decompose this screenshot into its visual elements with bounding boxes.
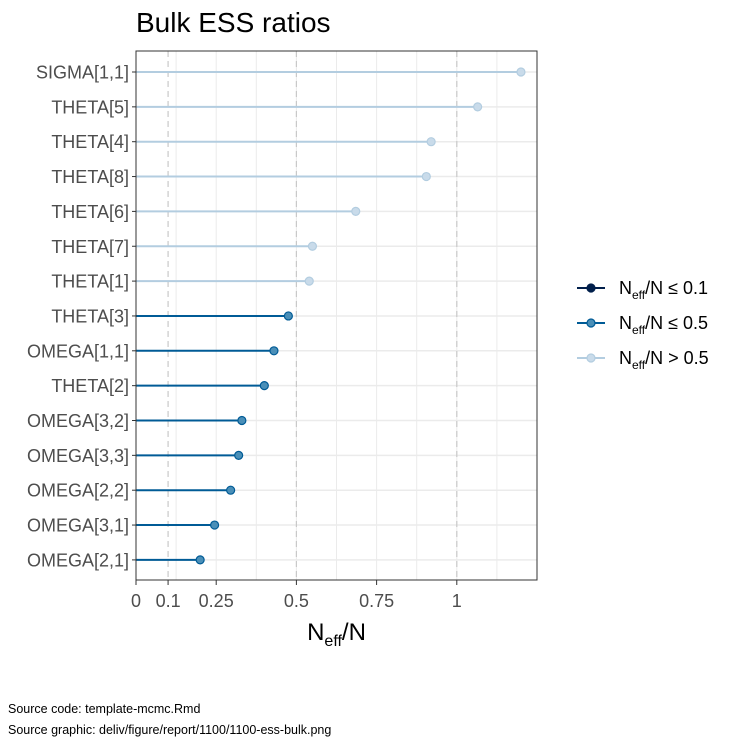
legend-label-subscript: eff	[632, 358, 646, 372]
legend-label-subscript: eff	[632, 288, 646, 302]
y-tick-label: OMEGA[1,1]	[27, 341, 129, 361]
y-tick-label: OMEGA[3,3]	[27, 446, 129, 466]
point-omega-3-1	[209, 520, 220, 530]
point-theta-4	[426, 137, 436, 147]
x-tick-label: 0.75	[359, 591, 394, 611]
point-theta-5	[473, 102, 483, 112]
y-tick-label: THETA[2]	[51, 376, 129, 396]
y-tick-label: THETA[5]	[51, 97, 129, 117]
point-omega-2-1	[195, 555, 205, 565]
y-tick-label: OMEGA[3,2]	[27, 411, 129, 431]
point-theta-1	[304, 276, 314, 286]
x-axis-title-tail: /N	[342, 619, 366, 646]
legend-key-point-low	[586, 283, 596, 293]
point-sigma-1-1	[516, 67, 526, 77]
x-tick-label: 0.5	[284, 591, 309, 611]
x-axis-title-subscript: eff	[324, 633, 342, 650]
legend-label-low: Neff/N ≤ 0.1	[619, 278, 708, 302]
x-tick-label: 0.25	[199, 591, 234, 611]
point-theta-2	[259, 381, 269, 391]
legend-label-tail: /N > 0.5	[645, 348, 709, 368]
x-axis-title-base: N	[307, 619, 324, 646]
y-tick-label: THETA[6]	[51, 202, 129, 222]
y-tick-label: SIGMA[1,1]	[36, 63, 129, 83]
y-tick-label: THETA[4]	[51, 132, 129, 152]
y-tick-label: THETA[7]	[51, 237, 129, 257]
source-code-note: Source code: template-mcmc.Rmd	[8, 702, 201, 716]
data-marks	[136, 67, 526, 565]
legend-label-high: Neff/N > 0.5	[619, 348, 709, 372]
legend-label-base: N	[619, 348, 632, 368]
y-tick-label: OMEGA[2,1]	[27, 550, 129, 570]
y-tick-label: THETA[1]	[51, 272, 129, 292]
legend-label-mid: Neff/N ≤ 0.5	[619, 313, 708, 337]
y-tick-label: THETA[3]	[51, 306, 129, 326]
y-tick-labels: SIGMA[1,1] THETA[5] THETA[4] THETA[8] THETA[…	[27, 63, 136, 570]
legend-label-subscript: eff	[632, 323, 646, 337]
x-tick-label: 1	[452, 591, 462, 611]
chart-svg: SIGMA[1,1] THETA[5] THETA[4] THETA[8] THETA[…	[27, 7, 709, 650]
legend-label-base: N	[619, 278, 632, 298]
legend-label-base: N	[619, 313, 632, 333]
y-tick-label: THETA[8]	[51, 167, 129, 187]
y-tick-label: OMEGA[2,2]	[27, 481, 129, 501]
point-omega-1-1	[269, 346, 279, 356]
point-omega-3-2	[237, 415, 247, 426]
x-tick-label: 0	[131, 591, 141, 611]
source-graphic-note: Source graphic: deliv/figure/report/1100…	[8, 723, 332, 737]
legend-label-tail: /N ≤ 0.1	[645, 278, 708, 298]
point-theta-7	[307, 241, 318, 251]
legend-key-point-high	[586, 353, 596, 363]
point-omega-3-3	[234, 450, 244, 460]
point-theta-3	[283, 311, 293, 321]
legend-label-tail: /N ≤ 0.5	[645, 313, 708, 333]
y-tick-label: OMEGA[3,1]	[27, 516, 129, 536]
point-omega-2-2	[226, 485, 236, 495]
point-theta-6	[351, 206, 361, 216]
x-tick-label: 0.1	[156, 591, 181, 611]
x-axis: 0 0.1 0.25 0.5 0.75 1	[131, 580, 462, 611]
x-axis-title: Neff/N	[307, 619, 366, 650]
point-theta-8	[421, 171, 431, 182]
chart-title: Bulk ESS ratios	[136, 7, 331, 38]
legend-key-point-mid	[586, 318, 596, 328]
